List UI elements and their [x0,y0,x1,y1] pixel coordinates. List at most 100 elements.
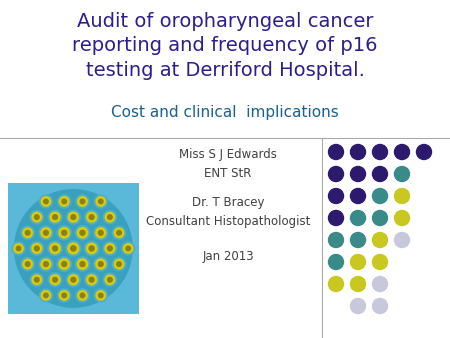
Circle shape [40,289,52,302]
Circle shape [40,195,52,208]
Circle shape [59,259,69,269]
Circle shape [351,276,365,291]
Circle shape [328,167,343,182]
Circle shape [39,226,53,240]
Circle shape [80,293,85,298]
Circle shape [99,231,103,235]
Circle shape [122,242,135,255]
Circle shape [78,291,87,300]
Circle shape [373,233,387,247]
Circle shape [21,226,34,239]
Circle shape [351,167,365,182]
Circle shape [67,273,80,287]
Circle shape [112,258,126,271]
Circle shape [80,199,85,204]
Circle shape [89,246,94,251]
Text: Jan 2013: Jan 2013 [202,250,254,263]
Circle shape [30,242,44,255]
Circle shape [25,231,30,235]
Circle shape [30,211,43,224]
Circle shape [87,275,96,285]
Circle shape [53,215,58,219]
Circle shape [71,215,76,219]
Circle shape [68,212,78,222]
Circle shape [105,212,115,222]
Circle shape [351,189,365,203]
Circle shape [71,246,76,251]
Circle shape [87,212,96,222]
Circle shape [30,273,43,286]
Circle shape [59,291,69,300]
Circle shape [417,145,432,160]
Circle shape [94,226,108,240]
Circle shape [58,289,71,302]
Circle shape [44,199,48,204]
Circle shape [94,257,108,271]
Circle shape [126,246,130,251]
Circle shape [57,257,72,271]
Circle shape [351,211,365,225]
Circle shape [41,197,50,206]
Circle shape [395,167,410,182]
Circle shape [62,230,67,235]
Circle shape [373,276,387,291]
Circle shape [80,262,85,267]
Circle shape [395,145,410,160]
Circle shape [35,246,39,251]
Circle shape [328,189,343,203]
Circle shape [108,215,112,219]
Text: Dr. T Bracey
Consultant Histopathologist: Dr. T Bracey Consultant Histopathologist [146,196,310,228]
Circle shape [32,275,41,285]
Circle shape [328,255,343,269]
Circle shape [21,258,34,271]
Circle shape [53,277,58,282]
Circle shape [89,277,94,282]
Circle shape [85,210,99,224]
Circle shape [96,259,106,269]
Circle shape [96,291,105,300]
Circle shape [75,257,90,271]
Circle shape [25,262,30,266]
Text: Miss S J Edwards
ENT StR: Miss S J Edwards ENT StR [179,148,277,180]
Circle shape [59,227,69,238]
Circle shape [68,243,79,254]
Circle shape [108,277,112,282]
Circle shape [99,199,103,204]
Circle shape [104,211,117,224]
Circle shape [35,215,39,219]
Circle shape [99,262,103,266]
Circle shape [35,277,39,282]
Circle shape [104,273,117,286]
Circle shape [12,242,25,255]
Circle shape [94,289,107,302]
Circle shape [124,244,133,253]
Circle shape [89,215,94,219]
Circle shape [373,189,387,203]
Circle shape [44,293,48,298]
Circle shape [328,276,343,291]
Circle shape [80,230,85,235]
Circle shape [112,226,126,239]
Circle shape [48,210,62,224]
Circle shape [96,197,105,206]
Circle shape [41,228,51,238]
Circle shape [23,259,32,269]
Circle shape [373,298,387,314]
Circle shape [373,145,387,160]
Circle shape [44,231,48,235]
Circle shape [117,231,122,235]
Circle shape [50,212,60,222]
Circle shape [351,255,365,269]
Text: Cost and clinical  implications: Cost and clinical implications [111,105,339,120]
Text: Audit of oropharyngeal cancer
reporting and frequency of p16
testing at Derrifor: Audit of oropharyngeal cancer reporting … [72,12,378,79]
Circle shape [50,275,60,285]
Circle shape [71,277,76,282]
Circle shape [62,199,67,204]
Circle shape [395,233,410,247]
Circle shape [76,289,89,302]
Circle shape [68,275,78,285]
Circle shape [351,233,365,247]
Circle shape [85,273,99,287]
Circle shape [58,195,71,208]
Circle shape [105,275,115,285]
